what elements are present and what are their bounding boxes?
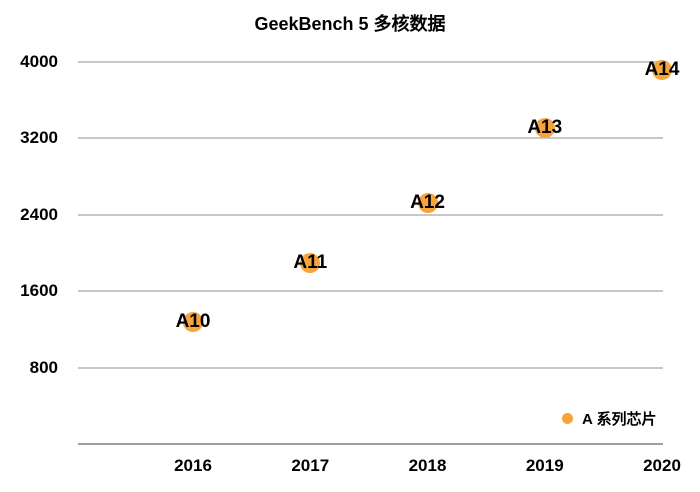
chart-title: GeekBench 5 多核数据 — [254, 14, 446, 34]
x-axis-line — [78, 443, 663, 445]
legend-label: A 系列芯片 — [582, 410, 657, 428]
y-axis-tick-label: 1600 — [20, 281, 58, 301]
data-point-marker — [300, 252, 321, 273]
data-point-label: A10 — [175, 310, 211, 332]
x-axis-tick-label: 2018 — [408, 456, 447, 475]
x-axis-tick-label: 2016 — [174, 456, 212, 475]
x-axis-tick-label: 2019 — [525, 456, 564, 475]
gridline — [78, 290, 663, 293]
legend-marker-icon — [562, 412, 573, 424]
gridline — [78, 366, 663, 369]
data-point-label: A13 — [527, 116, 563, 138]
data-point-label: A14 — [644, 58, 680, 80]
gridline — [78, 137, 663, 140]
gridline — [78, 213, 663, 216]
data-point-marker — [652, 59, 672, 80]
y-axis-tick-label: 4000 — [20, 52, 58, 71]
legend: A 系列芯片 — [562, 407, 656, 429]
gridline — [78, 61, 663, 63]
data-point-label: A11 — [293, 251, 328, 273]
data-point-marker — [183, 311, 203, 332]
x-axis-tick-label: 2020 — [643, 456, 681, 475]
data-point-marker — [534, 117, 555, 138]
x-axis-tick-label: 2017 — [291, 456, 330, 475]
data-point-label: A12 — [410, 192, 445, 214]
y-axis-tick-label: 3200 — [20, 128, 58, 148]
y-axis-tick-label: 2400 — [20, 204, 58, 224]
y-axis-tick-label: 800 — [29, 357, 58, 377]
data-point-marker — [417, 193, 438, 214]
